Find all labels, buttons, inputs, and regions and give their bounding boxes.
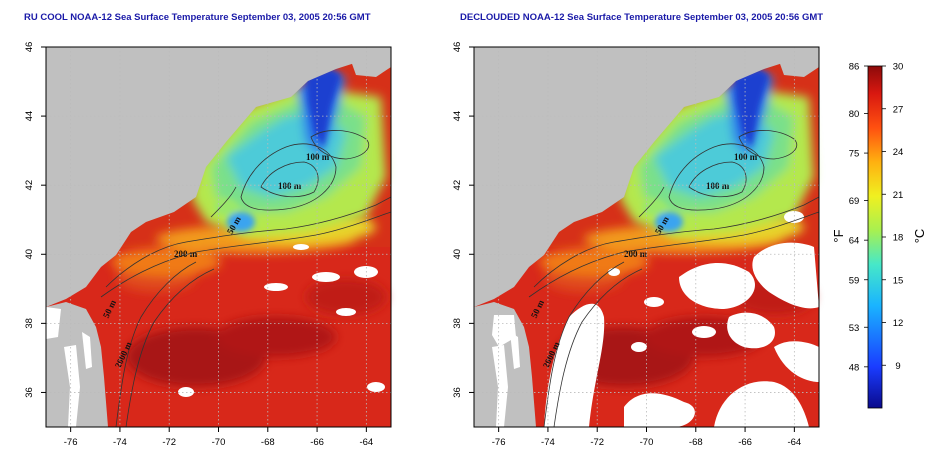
celsius-label: °C	[912, 229, 927, 244]
lon-tick-label: -72	[162, 437, 176, 448]
lon-tick-label: -68	[689, 437, 703, 448]
lat-tick-label: 40	[24, 249, 35, 260]
celsius-tick-label: 21	[893, 190, 904, 201]
map-axes: -76 -74 -72 -70 -68 -66 -64 36 38 40 42 44 46	[24, 42, 373, 448]
right-sst-map: 100 m 100 m 50 m 200 m 50 m 2000 m -76 -7…	[452, 42, 820, 448]
colorbar-ticks: 30 27 24 21 18 15 12 9 86 80 75 69 64 59 53 48	[849, 62, 904, 374]
map-axes: -76 -74 -72 -70 -68 -66 -64 36 38 40 42 44 46	[452, 42, 801, 448]
lon-tick-label: -70	[212, 437, 226, 448]
celsius-tick-label: 24	[893, 147, 904, 158]
contour-label: 100 m	[706, 181, 730, 191]
lon-tick-label: -66	[310, 437, 324, 448]
lat-tick-label: 46	[452, 42, 463, 53]
contour-label: 200 m	[624, 249, 648, 259]
lon-tick-label: -76	[492, 437, 506, 448]
left-sst-map: 100 m 100 m 50 m 200 m 50 m 2000 m -76 -7…	[24, 42, 392, 448]
right-map-title: DECLOUDED NOAA-12 Sea Surface Temperatur…	[460, 12, 824, 23]
lon-tick-label: -74	[541, 437, 555, 448]
lon-tick-label: -76	[64, 437, 78, 448]
contour-label: 200 m	[174, 249, 198, 259]
lat-tick-label: 38	[452, 318, 463, 329]
lon-tick-label: -64	[787, 437, 801, 448]
contour-label: 100 m	[734, 152, 758, 162]
fahrenheit-tick-label: 59	[849, 275, 860, 286]
lat-tick-label: 44	[24, 111, 35, 122]
lon-tick-label: -68	[261, 437, 275, 448]
celsius-tick-label: 12	[893, 318, 904, 329]
map-grid	[474, 46, 819, 427]
lon-tick-label: -64	[359, 437, 373, 448]
contour-label: 100 m	[306, 152, 330, 162]
celsius-tick-label: 18	[893, 233, 904, 244]
lat-tick-label: 46	[24, 42, 35, 53]
fahrenheit-tick-label: 69	[849, 196, 860, 207]
lon-tick-label: -72	[590, 437, 604, 448]
colorbar-gradient	[867, 65, 883, 409]
fahrenheit-tick-label: 80	[849, 109, 860, 120]
fahrenheit-tick-label: 53	[849, 323, 860, 334]
lon-tick-label: -66	[738, 437, 752, 448]
fahrenheit-label: °F	[831, 229, 846, 242]
celsius-tick-label: 30	[893, 62, 904, 73]
lat-tick-label: 40	[452, 249, 463, 260]
fahrenheit-tick-label: 86	[849, 62, 860, 73]
celsius-tick-label: 9	[895, 361, 900, 372]
celsius-tick-label: 15	[893, 275, 904, 286]
lat-tick-label: 38	[24, 318, 35, 329]
fahrenheit-tick-label: 64	[849, 236, 860, 247]
celsius-tick-label: 27	[893, 104, 904, 115]
temperature-colorbar: 30 27 24 21 18 15 12 9 86 80 75 69 64 59 53 48 °F °C	[831, 62, 927, 409]
contour-label: 100 m	[278, 181, 302, 191]
lon-tick-label: -74	[113, 437, 127, 448]
fahrenheit-tick-label: 48	[849, 362, 860, 373]
left-map-title: RU COOL NOAA-12 Sea Surface Temperature …	[24, 12, 371, 23]
fahrenheit-tick-label: 75	[849, 149, 860, 160]
lat-tick-label: 44	[452, 111, 463, 122]
lat-tick-label: 36	[24, 387, 35, 398]
lon-tick-label: -70	[640, 437, 654, 448]
lat-tick-label: 36	[452, 387, 463, 398]
lat-tick-label: 42	[24, 180, 35, 191]
lat-tick-label: 42	[452, 180, 463, 191]
